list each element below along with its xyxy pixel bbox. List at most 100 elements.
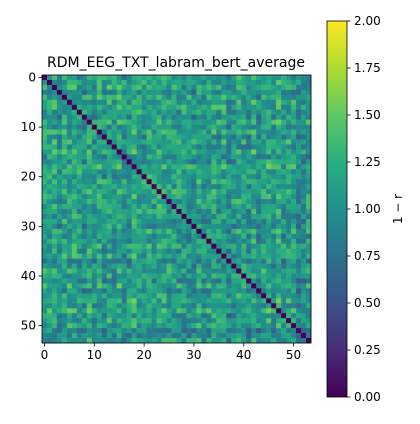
heatmap-cell [42, 264, 47, 269]
heatmap-cell [206, 75, 211, 80]
heatmap-cell [211, 174, 216, 179]
heatmap-cell [286, 85, 291, 90]
heatmap-cell [306, 298, 311, 303]
heatmap-cell [206, 140, 211, 145]
heatmap-cell [62, 125, 67, 130]
heatmap-cell [112, 239, 117, 244]
heatmap-cell [291, 214, 296, 219]
heatmap-cell [172, 288, 177, 293]
heatmap-cell [196, 189, 201, 194]
heatmap-cell [246, 110, 251, 115]
heatmap-cell [137, 110, 142, 115]
heatmap-cell [191, 164, 196, 169]
heatmap-cell [281, 249, 286, 254]
heatmap-cell [216, 214, 221, 219]
heatmap-cell [251, 100, 256, 105]
heatmap-cell [52, 140, 57, 145]
heatmap-cell [142, 105, 147, 110]
heatmap-cell [256, 115, 261, 120]
heatmap-cell [62, 224, 67, 229]
heatmap-cell [132, 135, 137, 140]
heatmap-cell [47, 288, 52, 293]
heatmap-cell [251, 105, 256, 110]
heatmap-cell [236, 100, 241, 105]
heatmap-cell [47, 229, 52, 234]
heatmap-cell [246, 283, 251, 288]
heatmap-cell [82, 229, 87, 234]
heatmap-cell [246, 169, 251, 174]
heatmap-cell [72, 328, 77, 333]
heatmap-cell [221, 209, 226, 214]
heatmap-cell [256, 244, 261, 249]
heatmap-cell [172, 298, 177, 303]
heatmap-cell [266, 239, 271, 244]
heatmap-cell [137, 214, 142, 219]
heatmap-cell [236, 239, 241, 244]
heatmap-cell [286, 254, 291, 259]
heatmap-cell [306, 328, 311, 333]
heatmap-cell [47, 264, 52, 269]
heatmap-cell [177, 75, 182, 80]
heatmap-cell [211, 169, 216, 174]
heatmap-cell [137, 204, 142, 209]
heatmap-cell [82, 159, 87, 164]
heatmap-cell [231, 80, 236, 85]
heatmap-cell [266, 278, 271, 283]
heatmap-cell [172, 169, 177, 174]
heatmap-cell [261, 323, 266, 328]
heatmap-cell [162, 115, 167, 120]
heatmap-cell [301, 164, 306, 169]
heatmap-cell [137, 184, 142, 189]
heatmap-cell [142, 144, 147, 149]
heatmap-cell [162, 214, 167, 219]
heatmap-cell [72, 298, 77, 303]
heatmap-cell [196, 130, 201, 135]
heatmap-cell [201, 75, 206, 80]
heatmap-cell [177, 224, 182, 229]
heatmap-cell [157, 154, 162, 159]
heatmap-cell [167, 338, 172, 343]
heatmap-cell [271, 174, 276, 179]
heatmap-cell [117, 224, 122, 229]
heatmap-cell [241, 278, 246, 283]
heatmap-cell [236, 283, 241, 288]
heatmap-cell [256, 125, 261, 130]
heatmap-cell [147, 244, 152, 249]
heatmap-cell [62, 209, 67, 214]
heatmap-cell [211, 278, 216, 283]
heatmap-cell [276, 244, 281, 249]
heatmap-cell [87, 100, 92, 105]
heatmap-cell [296, 159, 301, 164]
heatmap-cell [82, 154, 87, 159]
heatmap-cell [251, 110, 256, 115]
heatmap-cell [67, 313, 72, 318]
heatmap-cell [167, 249, 172, 254]
heatmap-cell [157, 95, 162, 100]
heatmap-cell [206, 184, 211, 189]
heatmap-cell [57, 85, 62, 90]
heatmap-cell [201, 204, 206, 209]
heatmap-cell [117, 189, 122, 194]
heatmap-cell [281, 154, 286, 159]
heatmap-cell [301, 264, 306, 269]
heatmap-cell [132, 214, 137, 219]
heatmap-cell [122, 115, 127, 120]
heatmap-cell [162, 154, 167, 159]
heatmap-cell [137, 90, 142, 95]
heatmap-cell [181, 333, 186, 338]
heatmap-cell [172, 115, 177, 120]
heatmap-cell [206, 288, 211, 293]
heatmap-cell [191, 144, 196, 149]
heatmap-cell [137, 120, 142, 125]
heatmap-cell [102, 318, 107, 323]
heatmap-cell [291, 338, 296, 343]
heatmap-cell [92, 174, 97, 179]
heatmap-cell [177, 274, 182, 279]
heatmap-cell [211, 313, 216, 318]
heatmap-cell [92, 288, 97, 293]
heatmap-cell [107, 75, 112, 80]
heatmap-cell [157, 100, 162, 105]
heatmap-cell [142, 283, 147, 288]
heatmap-cell [112, 328, 117, 333]
heatmap-cell [201, 333, 206, 338]
